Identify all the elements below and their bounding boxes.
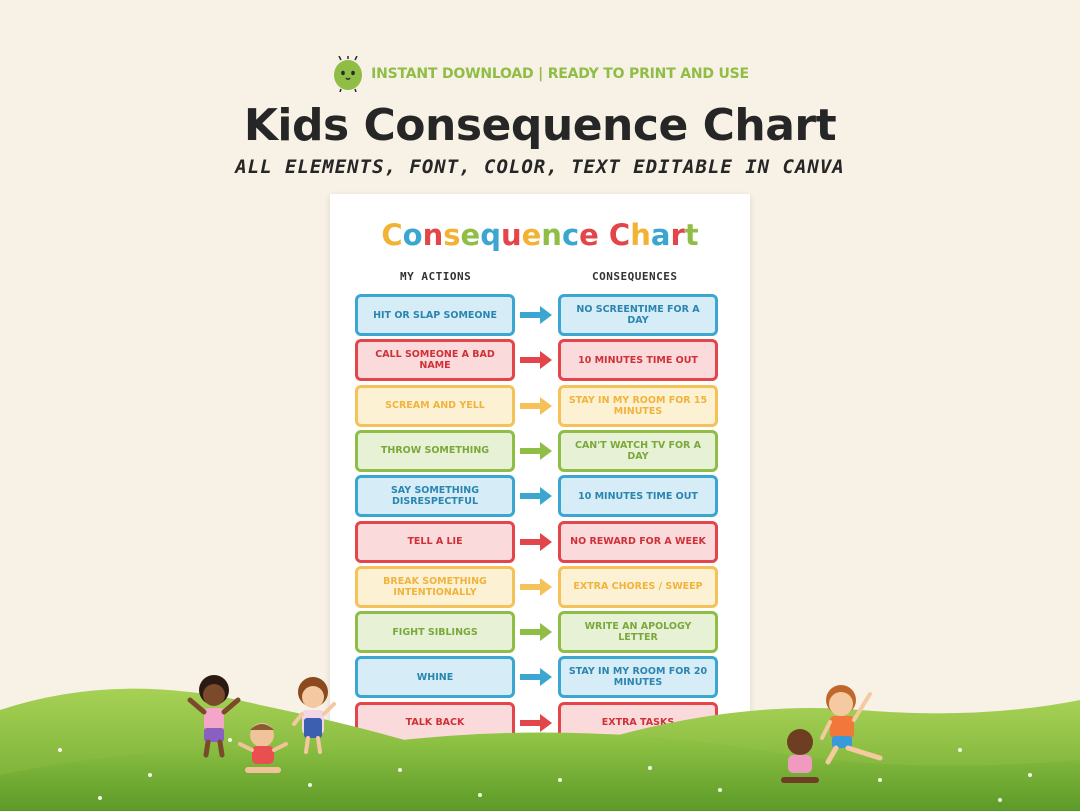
sheet-title-letter: e — [460, 218, 481, 252]
consequence-box: 10 MINUTES TIME OUT — [558, 339, 718, 382]
right-arrow-icon — [520, 623, 552, 642]
action-box: WHINE — [355, 656, 515, 699]
action-box: SAY SOMETHING DISRESPECTFUL — [355, 475, 515, 518]
right-arrow-icon — [520, 396, 552, 415]
header-badge: INSTANT DOWNLOAD | READY TO PRINT AND US… — [0, 56, 1080, 92]
sheet-title-letter: o — [402, 218, 423, 252]
right-arrow-icon — [520, 713, 552, 732]
sheet-title-letter: n — [422, 218, 444, 252]
sheet-title-letter: e — [521, 218, 542, 252]
sheet-title-letter: s — [443, 218, 461, 252]
right-arrow-icon — [520, 487, 552, 506]
action-box: CALL SOMEONE A BAD NAME — [355, 339, 515, 382]
page-title: Kids Consequence Chart — [243, 100, 837, 151]
sheet-title-letter: h — [630, 218, 651, 252]
consequence-box: NO SCREENTIME FOR A DAY — [558, 294, 718, 336]
right-arrow-icon — [520, 532, 552, 551]
sheet-title-letter: t — [684, 218, 699, 252]
sheet-title-letter: C — [381, 218, 403, 252]
right-arrow-icon — [520, 441, 552, 460]
chart-row: SCREAM AND YELL STAY IN MY ROOM FOR 15 MI… — [355, 384, 719, 427]
tagline: INSTANT DOWNLOAD | READY TO PRINT AND US… — [371, 66, 749, 82]
action-box: THROW SOMETHING — [355, 429, 515, 472]
sheet-title: Consequence Chart — [330, 218, 750, 252]
sheet-title-letter: u — [500, 218, 522, 252]
action-box: BREAK SOMETHING INTENTIONALLY — [355, 565, 515, 608]
action-box: SCREAM AND YELL — [355, 384, 515, 427]
chart-row: HIT OR SLAP SOMEONE NO SCREENTIME FOR A D… — [355, 294, 719, 336]
action-box: FIGHT SIBLINGS — [355, 611, 515, 654]
grass-hills — [0, 688, 1080, 811]
sheet-title-letter: C — [608, 218, 631, 252]
chart-row: FIGHT SIBLINGS WRITE AN APOLOGY LETTER — [355, 611, 719, 654]
chart-row: SAY SOMETHING DISRESPECTFUL 10 MINUTES TI… — [355, 475, 719, 518]
sheet-title-letter: c — [561, 218, 580, 252]
green-bean-mascot-icon — [334, 56, 363, 92]
chart-row: THROW SOMETHING CAN'T WATCH TV FOR A DAY — [355, 429, 719, 472]
right-arrow-icon — [520, 306, 552, 324]
column-header-actions: MY ACTIONS — [400, 270, 472, 283]
right-arrow-icon — [520, 577, 552, 596]
chart-row: CALL SOMEONE A BAD NAME 10 MINUTES TIME O… — [355, 339, 719, 382]
sheet-title-letter: a — [650, 218, 671, 252]
chart-row: WHINE STAY IN MY ROOM FOR 20 MINUTES — [355, 656, 719, 699]
consequence-box: NO REWARD FOR A WEEK — [558, 520, 718, 563]
action-box: HIT OR SLAP SOMEONE — [355, 294, 515, 336]
right-arrow-icon — [520, 668, 552, 687]
column-header-consequences: CONSEQUENCES — [592, 270, 678, 283]
action-box: TELL A LIE — [355, 520, 515, 563]
sheet-title-letter — [599, 218, 609, 252]
page-subtitle: ALL ELEMENTS, FONT, COLOR, TEXT EDITABLE… — [235, 156, 845, 178]
consequence-box: EXTRA CHORES / SWEEP — [558, 565, 718, 608]
sheet-title-letter: q — [480, 218, 501, 252]
right-arrow-icon — [520, 351, 552, 370]
consequence-box: CAN'T WATCH TV FOR A DAY — [558, 429, 718, 472]
consequence-box: 10 MINUTES TIME OUT — [558, 475, 718, 518]
consequence-box: WRITE AN APOLOGY LETTER — [558, 611, 718, 654]
sheet-title-letter: e — [579, 218, 599, 252]
consequence-box: STAY IN MY ROOM FOR 20 MINUTES — [558, 656, 718, 699]
chart-row: TELL A LIE NO REWARD FOR A WEEK — [355, 520, 719, 563]
chart-sheet: Consequence Chart MY ACTIONS CONSEQUENCE… — [330, 194, 750, 754]
chart-row: BREAK SOMETHING INTENTIONALLY EXTRA CHORE… — [355, 565, 719, 608]
sheet-title-letter: r — [670, 218, 685, 252]
consequence-box: STAY IN MY ROOM FOR 15 MINUTES — [558, 384, 718, 427]
sheet-title-letter: n — [541, 218, 562, 252]
